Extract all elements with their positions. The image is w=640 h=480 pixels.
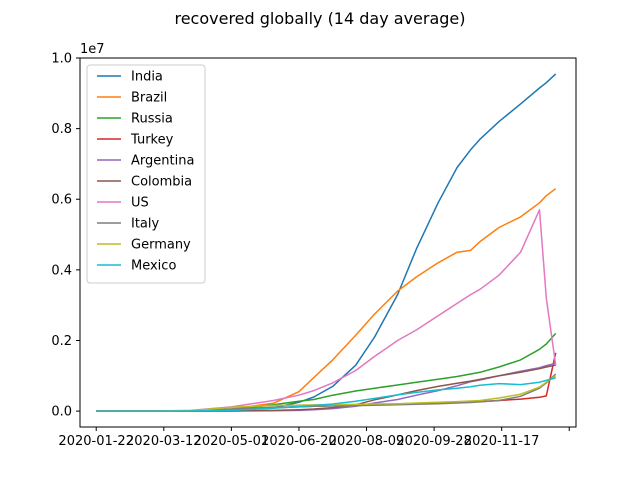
legend-label-us: US [131,196,149,211]
legend-label-turkey: Turkey [130,133,174,148]
legend-label-brazil: Brazil [131,91,167,106]
y-tick-label: 0.8 [51,122,72,137]
legend-box [86,64,206,284]
legend-label-germany: Germany [131,238,191,253]
x-tick-label: 2020-05-01 [194,434,270,449]
y-tick-label: 0.6 [51,193,72,208]
series-line-mexico [96,377,556,412]
plot-frame [79,57,577,428]
legend-label-argentina: Argentina [131,154,194,169]
y-axis: 0.0 0.2 0.4 0.6 0.8 1.0 [51,52,80,420]
x-axis: 2020-01-222020-03-122020-05-012020-06-20… [58,427,570,449]
y-tick-label: 0.2 [51,334,72,349]
plot-lines [96,73,557,412]
y-multiplier-label: 1e7 [80,42,105,57]
legend-label-mexico: Mexico [131,259,176,274]
x-tick-label: 2020-08-09 [329,434,405,449]
x-tick-label: 2020-06-20 [261,434,337,449]
x-tick-label: 2020-11-17 [464,434,540,449]
y-tick-label: 0.4 [51,263,72,278]
chart-title: recovered globally (14 day average) [174,9,465,28]
x-tick-label: 2020-03-12 [126,434,202,449]
legend-label-colombia: Colombia [131,175,192,190]
series-line-italy [96,373,557,412]
legend-label-india: India [131,70,163,85]
legend: India Brazil Russia Turkey Argentina Colombia… [86,64,206,284]
x-tick-label: 2020-09-28 [396,434,472,449]
series-line-us [96,209,557,412]
y-tick-label: 0.0 [51,405,72,420]
legend-label-italy: Italy [131,217,160,232]
series-line-germany [96,375,557,412]
y-tick-label: 1.0 [51,52,72,67]
legend-label-russia: Russia [131,112,173,127]
x-tick-label: 2020-01-22 [58,434,134,449]
